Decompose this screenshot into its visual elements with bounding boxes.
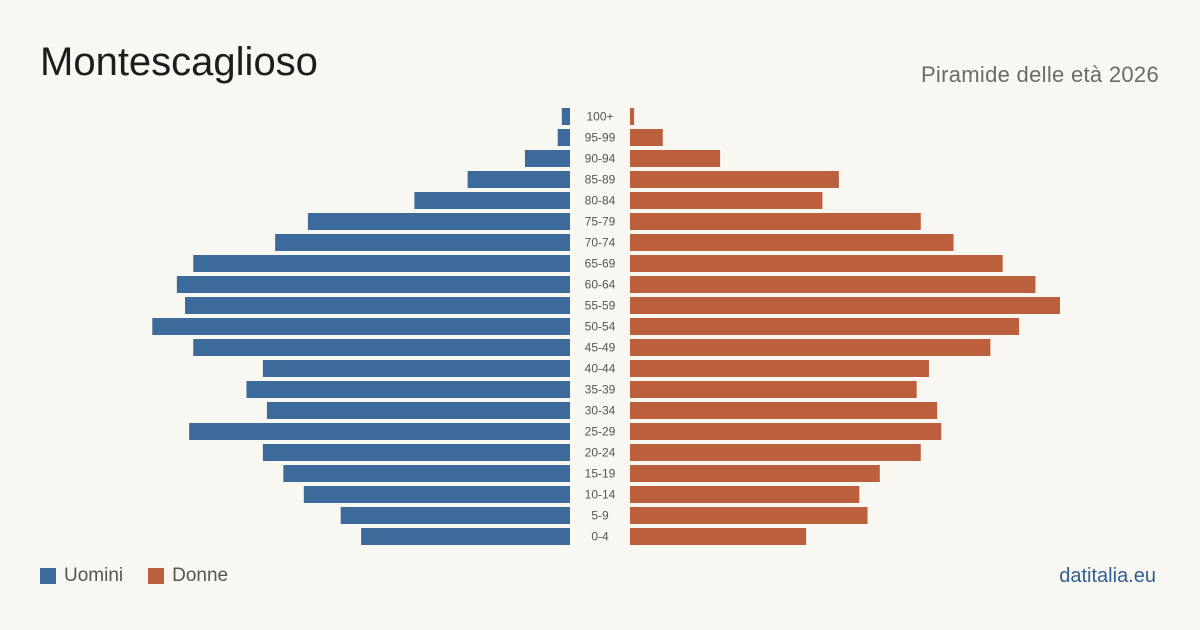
age-group-label: 65-69 bbox=[585, 257, 616, 271]
bar-female-60-64 bbox=[630, 276, 1036, 293]
bar-male-0-4 bbox=[361, 528, 570, 545]
age-group-label: 10-14 bbox=[585, 488, 616, 502]
bar-male-10-14 bbox=[303, 486, 570, 503]
bar-male-35-39 bbox=[246, 381, 570, 398]
bar-male-70-74 bbox=[275, 234, 570, 251]
age-group-label: 80-84 bbox=[585, 194, 616, 208]
age-group-label: 30-34 bbox=[585, 404, 616, 418]
bar-female-75-79 bbox=[630, 213, 921, 230]
bar-male-45-49 bbox=[193, 339, 570, 356]
legend-label-male: Uomini bbox=[64, 565, 124, 586]
bar-female-0-4 bbox=[630, 528, 807, 545]
legend-label-female: Donne bbox=[172, 565, 229, 586]
bar-female-40-44 bbox=[630, 360, 929, 377]
bar-female-15-19 bbox=[630, 465, 880, 482]
age-group-label: 95-99 bbox=[585, 131, 616, 145]
legend: Uomini Donne bbox=[40, 566, 253, 585]
bar-female-35-39 bbox=[630, 381, 917, 398]
legend-item-female: Donne bbox=[148, 566, 228, 585]
age-group-label: 55-59 bbox=[585, 299, 616, 313]
age-group-label: 45-49 bbox=[585, 341, 616, 355]
bar-female-80-84 bbox=[630, 192, 823, 209]
age-group-label: 60-64 bbox=[585, 278, 616, 292]
legend-swatch-male bbox=[40, 567, 56, 584]
bar-female-25-29 bbox=[630, 423, 942, 440]
bar-male-65-69 bbox=[193, 255, 570, 272]
page-title: Montescaglioso bbox=[40, 40, 318, 84]
legend-item-male: Uomini bbox=[40, 566, 123, 585]
bar-female-20-24 bbox=[630, 444, 921, 461]
age-group-label: 25-29 bbox=[585, 425, 616, 439]
bar-female-55-59 bbox=[630, 297, 1060, 314]
bar-female-95-99 bbox=[630, 129, 663, 146]
bar-female-85-89 bbox=[630, 171, 839, 188]
bar-male-90-94 bbox=[524, 150, 570, 167]
age-group-label: 70-74 bbox=[585, 236, 616, 250]
bar-male-60-64 bbox=[176, 276, 570, 293]
bar-male-50-54 bbox=[152, 318, 571, 335]
bar-male-55-59 bbox=[185, 297, 571, 314]
bar-male-5-9 bbox=[340, 507, 570, 524]
bar-female-90-94 bbox=[630, 150, 721, 167]
age-group-label: 20-24 bbox=[585, 446, 616, 460]
bar-male-30-34 bbox=[266, 402, 570, 419]
bar-male-40-44 bbox=[262, 360, 570, 377]
chart-subtitle: Piramide delle età 2026 bbox=[920, 62, 1159, 87]
age-group-label: 35-39 bbox=[585, 383, 616, 397]
bar-female-100+ bbox=[630, 108, 635, 125]
bar-female-30-34 bbox=[630, 402, 938, 419]
age-group-label: 90-94 bbox=[585, 152, 616, 166]
age-group-label: 85-89 bbox=[585, 173, 616, 187]
legend-swatch-female bbox=[148, 567, 165, 584]
bar-male-15-19 bbox=[283, 465, 570, 482]
bar-female-50-54 bbox=[630, 318, 1020, 335]
bar-male-20-24 bbox=[262, 444, 570, 461]
bar-female-10-14 bbox=[630, 486, 860, 503]
bar-male-80-84 bbox=[414, 192, 570, 209]
age-group-label: 0-4 bbox=[591, 530, 609, 544]
bar-male-75-79 bbox=[307, 213, 570, 230]
bar-male-95-99 bbox=[557, 129, 570, 146]
bar-male-25-29 bbox=[189, 423, 570, 440]
age-group-label: 40-44 bbox=[585, 362, 616, 376]
age-group-label: 50-54 bbox=[585, 320, 616, 334]
bar-female-45-49 bbox=[630, 339, 991, 356]
age-group-label: 15-19 bbox=[585, 467, 616, 481]
bar-female-5-9 bbox=[630, 507, 868, 524]
bar-male-100+ bbox=[561, 108, 570, 125]
age-group-label: 5-9 bbox=[591, 509, 609, 523]
bar-male-85-89 bbox=[467, 171, 570, 188]
age-group-label: 100+ bbox=[586, 110, 613, 124]
bar-female-65-69 bbox=[630, 255, 1003, 272]
bar-female-70-74 bbox=[630, 234, 954, 251]
brand-link[interactable]: datitalia.eu bbox=[1059, 565, 1156, 587]
age-group-label: 75-79 bbox=[585, 215, 616, 229]
